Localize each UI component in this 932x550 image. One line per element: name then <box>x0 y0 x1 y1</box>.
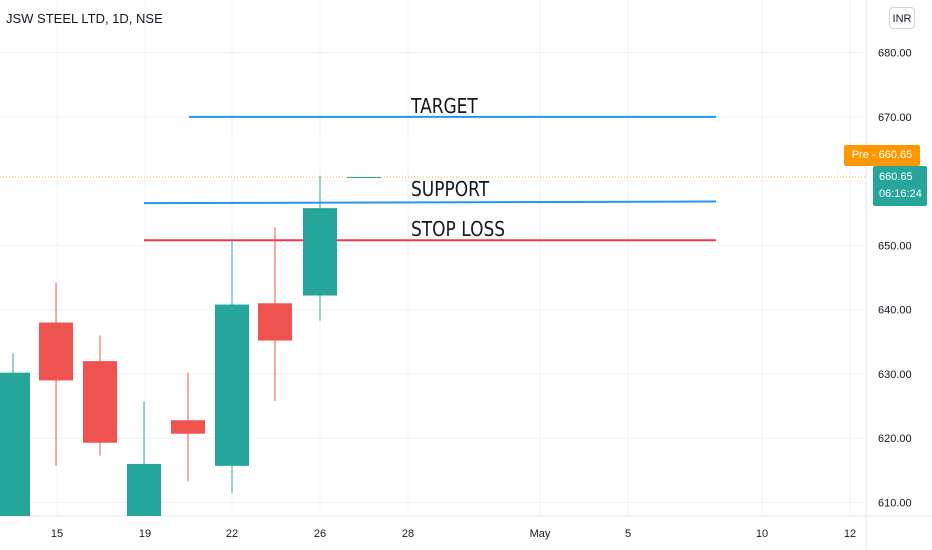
bar-countdown: 06:16:24 <box>879 188 922 200</box>
x-tick-label: 10 <box>756 528 768 540</box>
candle[interactable] <box>171 372 205 482</box>
support-label: SUPPORT <box>411 177 490 201</box>
candle-body <box>0 372 30 516</box>
last-price-badge: 660.65 06:16:24 <box>873 166 927 206</box>
candle[interactable] <box>0 353 30 516</box>
pre-label: Pre <box>851 149 869 161</box>
y-tick-label: 680.00 <box>878 48 912 60</box>
symbol-title[interactable]: JSW STEEL LTD, 1D, NSE <box>6 11 163 26</box>
candle-body <box>347 176 381 178</box>
candle-body <box>258 303 292 341</box>
candle-body <box>215 304 249 466</box>
candle-body <box>39 322 73 381</box>
x-tick-label: 5 <box>625 528 631 540</box>
target-label: TARGET <box>411 94 478 118</box>
last-price: 660.65 <box>879 171 913 183</box>
x-tick-label: 26 <box>314 528 326 540</box>
currency-button[interactable]: INR <box>889 7 915 29</box>
candle-body <box>171 420 205 434</box>
x-tick-label: 19 <box>139 528 151 540</box>
x-tick-label: 12 <box>844 528 856 540</box>
y-tick-label: 610.00 <box>878 498 912 510</box>
candle[interactable] <box>83 335 117 456</box>
x-tick-label: 15 <box>51 528 63 540</box>
candle[interactable] <box>127 401 161 516</box>
y-tick-label: 650.00 <box>878 240 912 252</box>
stoploss-label: STOP LOSS <box>411 217 506 241</box>
candle[interactable] <box>258 227 292 401</box>
candle-body <box>127 463 161 516</box>
pre-price: 660.65 <box>878 149 913 161</box>
x-tick-label: 28 <box>402 528 414 540</box>
y-tick-label: 640.00 <box>878 305 912 317</box>
support-line[interactable] <box>143 200 717 205</box>
y-tick-label: 630.00 <box>878 369 912 381</box>
y-tick-label: 670.00 <box>878 112 912 124</box>
candle-body <box>83 361 117 443</box>
pre-market-price-badge: Pre - 660.65 <box>844 145 920 166</box>
candle-body <box>303 208 337 296</box>
y-tick-label: 620.00 <box>878 433 912 445</box>
candle[interactable] <box>39 282 73 466</box>
candle[interactable] <box>303 176 337 321</box>
x-tick-label: May <box>530 528 551 540</box>
candle[interactable] <box>347 176 381 178</box>
candle[interactable] <box>215 240 249 493</box>
x-tick-label: 22 <box>226 528 238 540</box>
